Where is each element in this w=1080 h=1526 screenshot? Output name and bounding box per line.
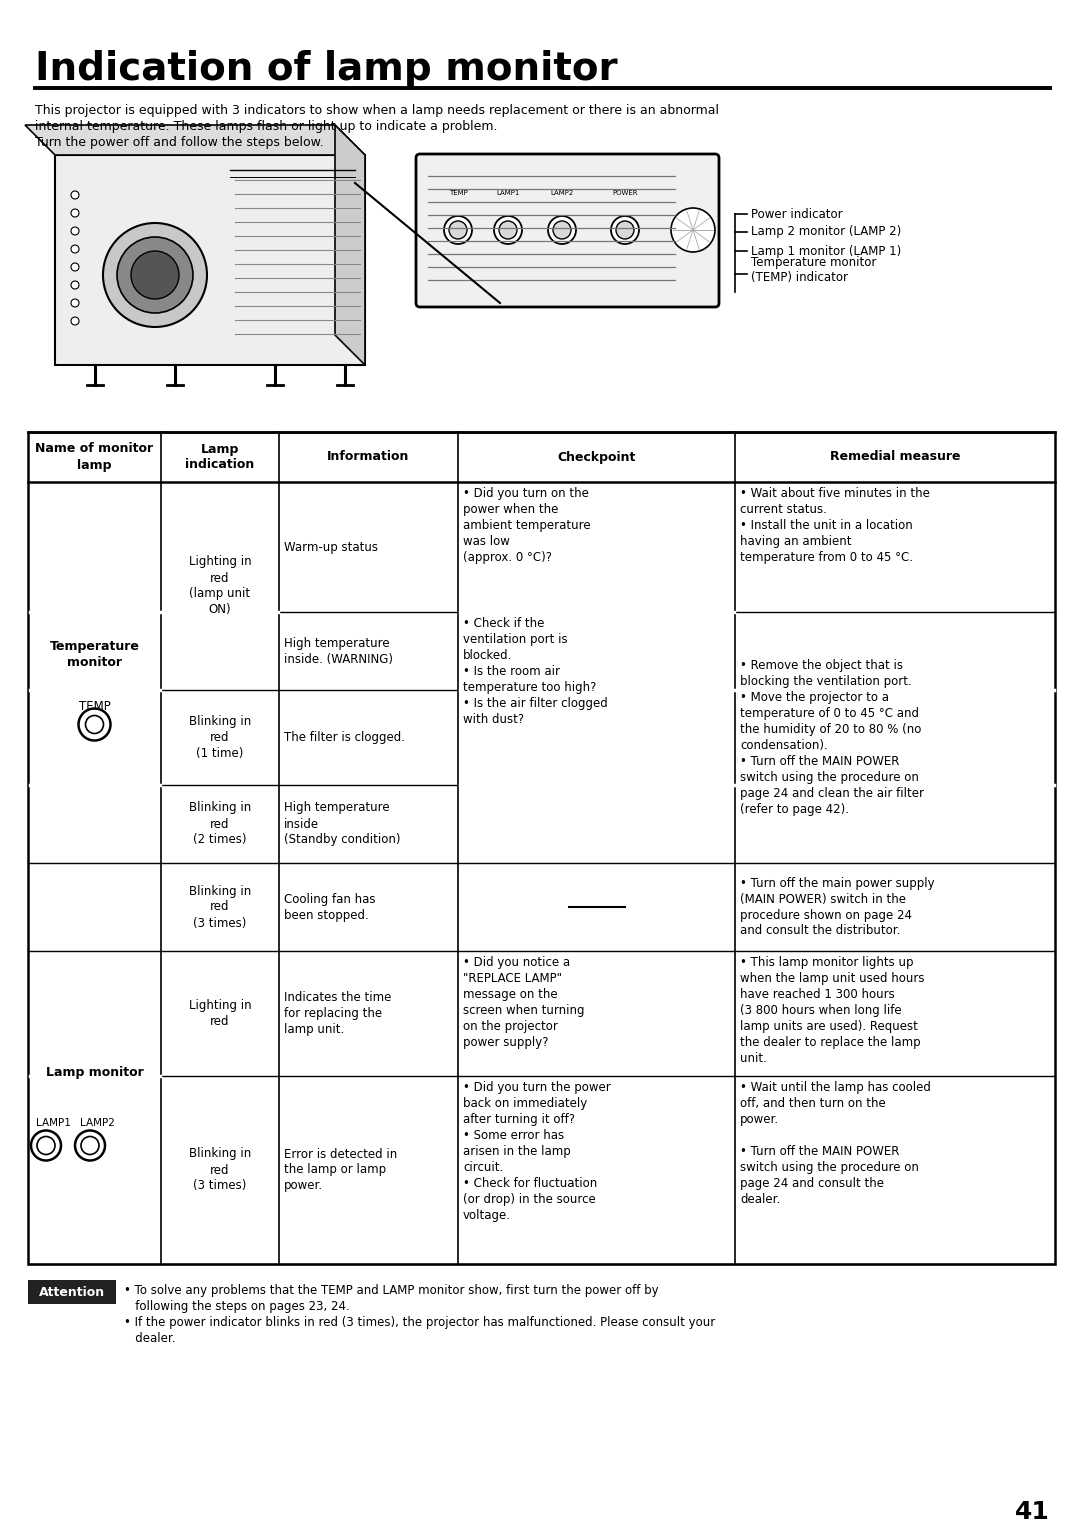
Circle shape bbox=[553, 221, 571, 240]
Text: Lighting in
red
(lamp unit
ON): Lighting in red (lamp unit ON) bbox=[189, 555, 252, 617]
Text: Lamp
indication: Lamp indication bbox=[186, 443, 255, 472]
Circle shape bbox=[616, 221, 634, 240]
Text: LAMP2: LAMP2 bbox=[551, 191, 573, 195]
Text: Cooling fan has
been stopped.: Cooling fan has been stopped. bbox=[284, 893, 376, 922]
Circle shape bbox=[71, 246, 79, 253]
Circle shape bbox=[548, 217, 576, 244]
Circle shape bbox=[71, 227, 79, 235]
Circle shape bbox=[117, 237, 193, 313]
Text: Warm-up status: Warm-up status bbox=[284, 540, 378, 554]
Text: • Did you turn the power
back on immediately
after turning it off?
• Some error : • Did you turn the power back on immedia… bbox=[463, 1080, 611, 1222]
Text: Lamp monitor: Lamp monitor bbox=[45, 1067, 144, 1079]
Text: This projector is equipped with 3 indicators to show when a lamp needs replaceme: This projector is equipped with 3 indica… bbox=[35, 104, 719, 150]
Circle shape bbox=[31, 1131, 60, 1160]
Text: Temperature
monitor: Temperature monitor bbox=[50, 639, 139, 668]
Circle shape bbox=[611, 217, 639, 244]
Text: TEMP: TEMP bbox=[79, 700, 110, 714]
Text: 41: 41 bbox=[1015, 1500, 1050, 1524]
Bar bbox=[28, 1280, 116, 1305]
Circle shape bbox=[75, 1131, 105, 1160]
Bar bbox=[28, 432, 1055, 1264]
Text: Attention: Attention bbox=[39, 1285, 105, 1299]
Text: Power indicator: Power indicator bbox=[751, 208, 842, 220]
Text: • Wait about five minutes in the
current status.
• Install the unit in a locatio: • Wait about five minutes in the current… bbox=[740, 487, 930, 565]
Text: Lamp 2 monitor (LAMP 2): Lamp 2 monitor (LAMP 2) bbox=[751, 226, 901, 238]
Circle shape bbox=[85, 716, 104, 734]
Polygon shape bbox=[335, 125, 365, 365]
Text: POWER: POWER bbox=[612, 191, 638, 195]
Circle shape bbox=[71, 191, 79, 198]
Text: Information: Information bbox=[327, 450, 409, 464]
Circle shape bbox=[71, 209, 79, 217]
Circle shape bbox=[37, 1137, 55, 1155]
Text: Lamp 1 monitor (LAMP 1): Lamp 1 monitor (LAMP 1) bbox=[751, 244, 901, 258]
Text: • Wait until the lamp has cooled
off, and then turn on the
power.

• Turn off th: • Wait until the lamp has cooled off, an… bbox=[740, 1080, 931, 1206]
Text: • Remove the object that is
blocking the ventilation port.
• Move the projector : • Remove the object that is blocking the… bbox=[740, 659, 924, 816]
Text: Blinking in
red
(1 time): Blinking in red (1 time) bbox=[189, 716, 252, 760]
Text: • To solve any problems that the TEMP and LAMP monitor show, first turn the powe: • To solve any problems that the TEMP an… bbox=[124, 1283, 715, 1344]
Text: High temperature
inside
(Standby condition): High temperature inside (Standby conditi… bbox=[284, 801, 401, 847]
Text: LAMP1: LAMP1 bbox=[36, 1117, 71, 1128]
Circle shape bbox=[81, 1137, 99, 1155]
Text: • This lamp monitor lights up
when the lamp unit used hours
have reached 1 300 h: • This lamp monitor lights up when the l… bbox=[740, 955, 924, 1065]
Text: • Did you turn on the
power when the
ambient temperature
was low
(approx. 0 °C)?: • Did you turn on the power when the amb… bbox=[463, 487, 591, 565]
Text: Blinking in
red
(3 times): Blinking in red (3 times) bbox=[189, 1148, 252, 1192]
Polygon shape bbox=[25, 125, 365, 156]
Text: TEMP: TEMP bbox=[448, 191, 468, 195]
Text: Indication of lamp monitor: Indication of lamp monitor bbox=[35, 50, 618, 89]
Text: Name of monitor
lamp: Name of monitor lamp bbox=[36, 443, 153, 472]
Circle shape bbox=[494, 217, 522, 244]
Text: • Turn off the main power supply
(MAIN POWER) switch in the
procedure shown on p: • Turn off the main power supply (MAIN P… bbox=[740, 876, 934, 937]
Circle shape bbox=[71, 262, 79, 272]
Circle shape bbox=[671, 208, 715, 252]
Text: LAMP2: LAMP2 bbox=[80, 1117, 114, 1128]
FancyBboxPatch shape bbox=[416, 154, 719, 307]
Bar bbox=[55, 156, 365, 365]
Text: Temperature monitor
(TEMP) indicator: Temperature monitor (TEMP) indicator bbox=[751, 256, 876, 284]
Text: High temperature
inside. (WARNING): High temperature inside. (WARNING) bbox=[284, 636, 393, 665]
Text: Blinking in
red
(3 times): Blinking in red (3 times) bbox=[189, 885, 252, 929]
Circle shape bbox=[71, 317, 79, 325]
Text: The filter is clogged.: The filter is clogged. bbox=[284, 731, 405, 745]
Text: Lighting in
red: Lighting in red bbox=[189, 1000, 252, 1029]
Circle shape bbox=[79, 708, 110, 740]
Circle shape bbox=[444, 217, 472, 244]
Text: Checkpoint: Checkpoint bbox=[557, 450, 636, 464]
Text: Blinking in
red
(2 times): Blinking in red (2 times) bbox=[189, 801, 252, 847]
Text: LAMP1: LAMP1 bbox=[497, 191, 519, 195]
Text: Remedial measure: Remedial measure bbox=[829, 450, 960, 464]
Circle shape bbox=[71, 281, 79, 288]
Text: Indicates the time
for replacing the
lamp unit.: Indicates the time for replacing the lam… bbox=[284, 990, 391, 1036]
Text: Error is detected in
the lamp or lamp
power.: Error is detected in the lamp or lamp po… bbox=[284, 1148, 397, 1192]
Circle shape bbox=[71, 299, 79, 307]
Text: • Check if the
ventilation port is
blocked.
• Is the room air
temperature too hi: • Check if the ventilation port is block… bbox=[463, 617, 608, 726]
Text: • Did you notice a
"REPLACE LAMP"
message on the
screen when turning
on the proj: • Did you notice a "REPLACE LAMP" messag… bbox=[463, 955, 584, 1048]
Circle shape bbox=[103, 223, 207, 327]
Circle shape bbox=[131, 250, 179, 299]
Circle shape bbox=[449, 221, 467, 240]
Circle shape bbox=[499, 221, 517, 240]
